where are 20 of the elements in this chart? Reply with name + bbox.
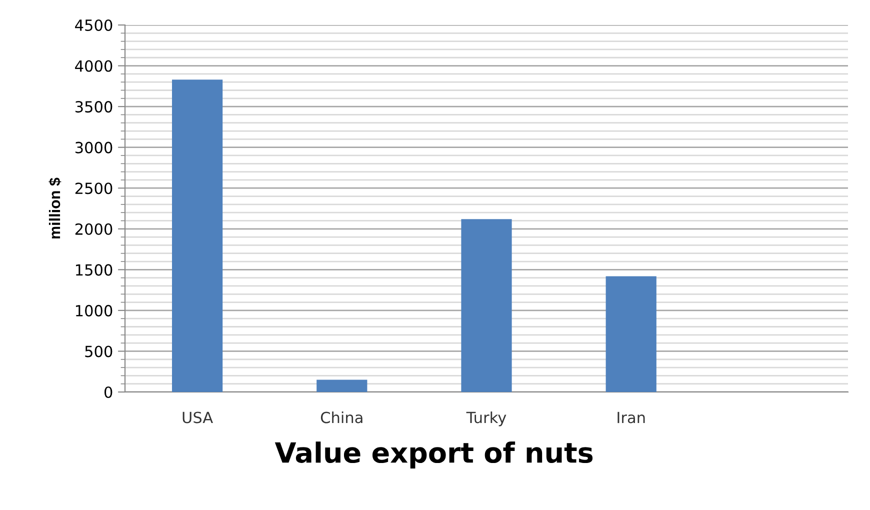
y-tick-label: 1000: [76, 304, 112, 316]
y-tick-label: 4500: [75, 19, 112, 32]
y-tick-label: 2500: [75, 182, 112, 194]
y-tick-label: 2000: [75, 223, 112, 235]
y-tick-label: 1500: [76, 264, 112, 276]
y-tick-label: 3500: [75, 101, 112, 113]
bar: [172, 80, 223, 392]
x-tick-label: Iran: [618, 412, 645, 424]
x-tick-label: China: [320, 411, 362, 424]
y-tick-label: 0: [104, 386, 112, 398]
text: Value export of nuts: [274, 442, 593, 468]
x-tick-label: USA: [182, 412, 213, 424]
y-tick-label: 3000: [75, 142, 112, 154]
x-tick-label: Turky: [466, 411, 506, 426]
bar: [461, 219, 512, 392]
y-tick-label: 500: [85, 346, 112, 358]
y-axis-title: million $: [48, 178, 62, 238]
bar: [316, 380, 368, 392]
bar: [606, 276, 656, 392]
y-tick-label: 4000: [75, 60, 112, 72]
